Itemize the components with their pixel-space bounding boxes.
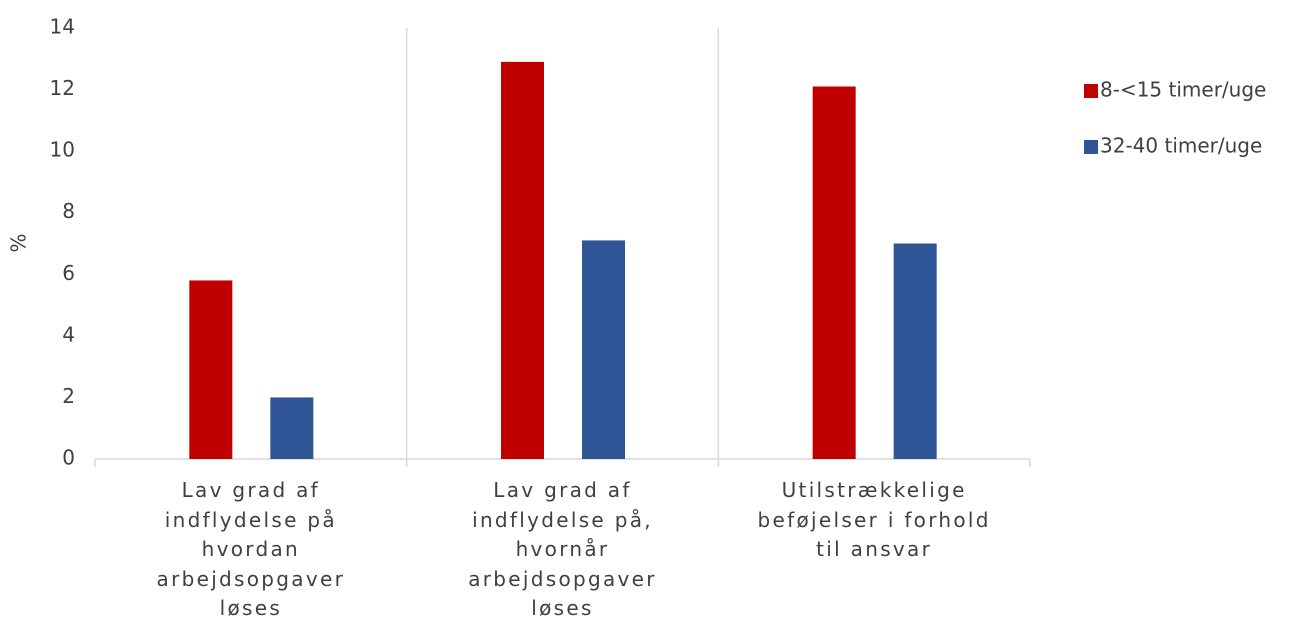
y-tick-label: 14 <box>50 15 75 39</box>
y-tick-label: 8 <box>62 199 75 223</box>
y-tick-label: 2 <box>62 384 75 408</box>
legend-swatch <box>1084 84 1098 98</box>
bar <box>270 397 314 459</box>
y-tick-label: 10 <box>50 138 75 162</box>
y-tick-label: 6 <box>62 261 75 285</box>
x-tick-label: Utilstrækkelige beføjelser i forhold til… <box>757 478 991 561</box>
legend-swatch <box>1084 140 1098 154</box>
y-axis-label: % <box>7 233 31 252</box>
bar <box>501 61 544 459</box>
y-tick-label: 12 <box>50 76 75 100</box>
y-tick-label: 4 <box>62 322 75 346</box>
x-tick-label: Lav grad af indflydelse på hvordan arbej… <box>156 478 346 617</box>
bar <box>189 280 233 459</box>
legend-label: 8-<15 timer/uge <box>1100 78 1266 102</box>
bar <box>582 240 625 459</box>
bar <box>812 86 856 459</box>
y-tick-label: 0 <box>62 446 75 470</box>
x-tick-label: Lav grad af indflydelse på, hvornår arbe… <box>468 478 657 617</box>
legend-label: 32-40 timer/uge <box>1100 134 1262 158</box>
bar <box>893 243 937 459</box>
